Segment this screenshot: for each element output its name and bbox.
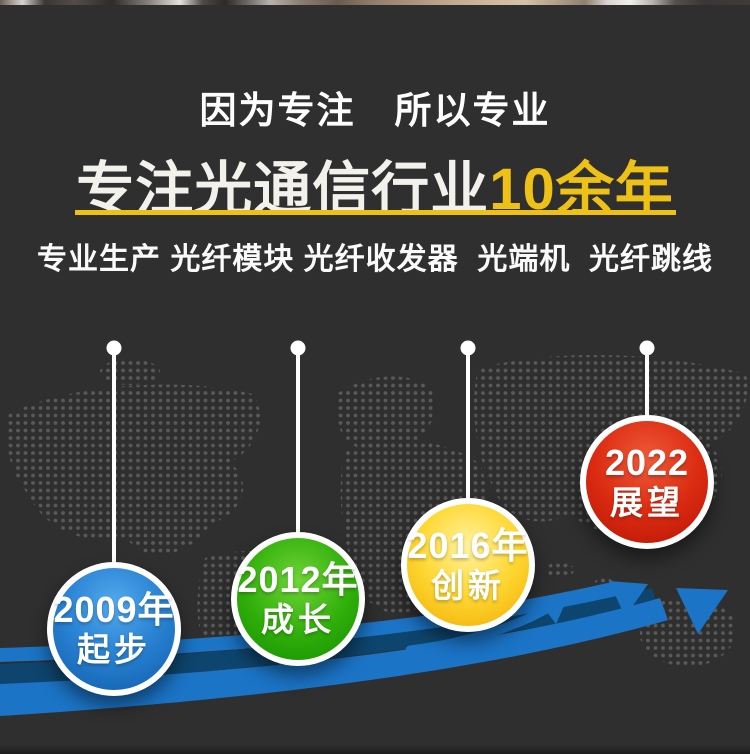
tagline: 因为专注 所以专业 <box>199 90 551 131</box>
milestone-label: 展望 <box>610 483 684 521</box>
milestone-year: 2022 <box>604 441 690 483</box>
milestone-label: 起步 <box>77 630 151 668</box>
timeline-pin-dots <box>106 340 655 356</box>
milestone-ball-2022: 2022 展望 <box>580 415 714 549</box>
arrow-medium-head <box>609 581 648 617</box>
pin-dot-2009 <box>106 340 122 356</box>
bottom-photo-strip <box>0 746 750 754</box>
pin-dot-2022 <box>639 340 655 356</box>
milestone-year: 2016年 <box>407 524 529 566</box>
title-underline <box>75 210 676 215</box>
milestone-year: 2009年 <box>53 588 175 630</box>
arrow-large-band <box>0 598 668 716</box>
arrow-large-head <box>676 588 728 634</box>
top-photo-strip <box>0 0 750 5</box>
milestone-label: 成长 <box>261 600 335 638</box>
pin-dot-2012 <box>290 340 306 356</box>
arrow-small-head <box>540 597 568 624</box>
milestone-ball-2016: 2016年 创新 <box>401 498 535 632</box>
subtitle: 专业生产 光纤模块 光纤收发器 光端机 光纤跳线 <box>36 243 713 276</box>
pin-dot-2016 <box>460 340 476 356</box>
milestone-label: 创新 <box>431 566 505 604</box>
milestone-year: 2012年 <box>237 558 359 600</box>
milestone-ball-2012: 2012年 成长 <box>231 532 365 666</box>
milestone-ball-2009: 2009年 起步 <box>47 562 181 696</box>
